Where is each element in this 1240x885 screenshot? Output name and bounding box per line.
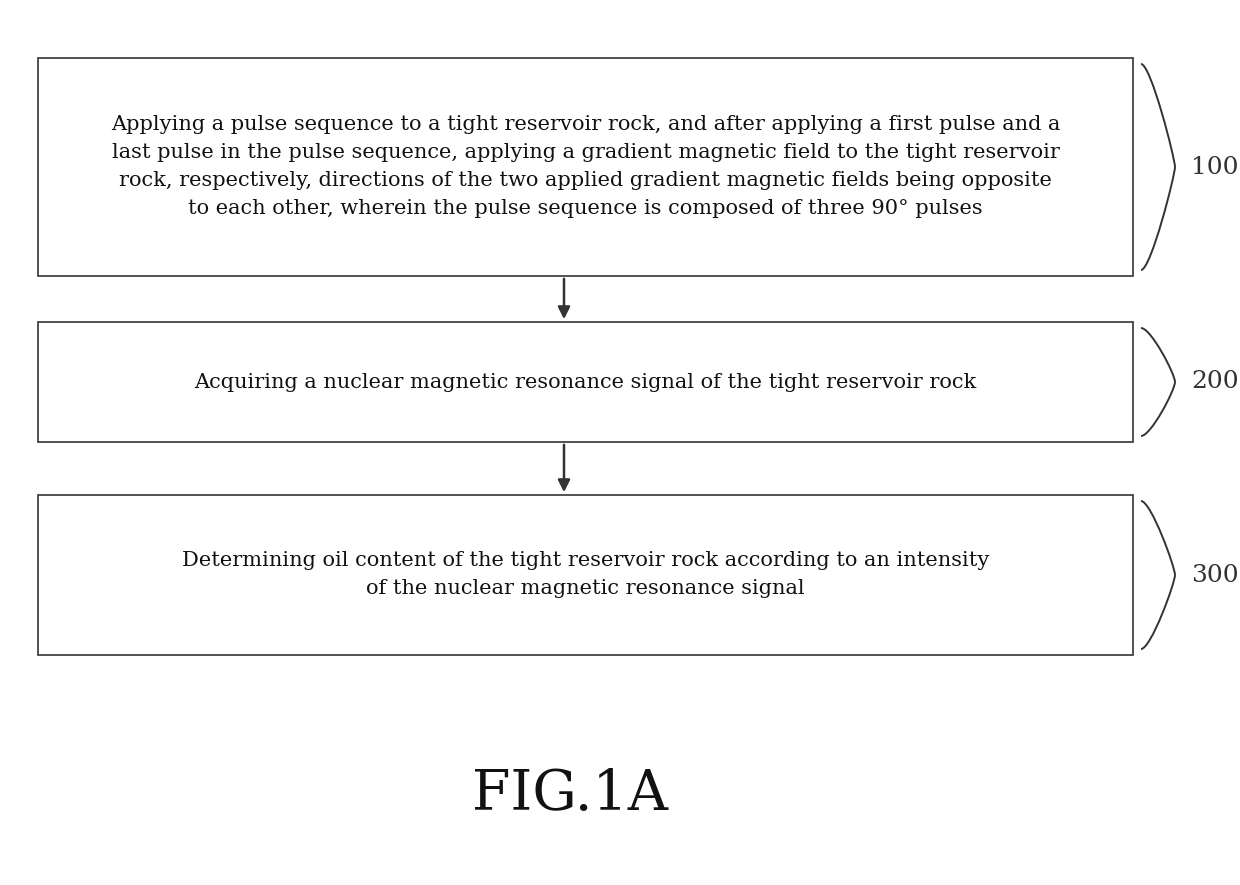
Text: 200: 200 — [1190, 371, 1239, 394]
Text: 100: 100 — [1190, 156, 1239, 179]
Bar — [38, 322, 1133, 442]
Text: Acquiring a nuclear magnetic resonance signal of the tight reservoir rock: Acquiring a nuclear magnetic resonance s… — [195, 373, 977, 391]
Text: 300: 300 — [1190, 564, 1239, 587]
Bar — [38, 58, 1133, 276]
Bar — [38, 495, 1133, 655]
Text: Determining oil content of the tight reservoir rock according to an intensity
of: Determining oil content of the tight res… — [182, 551, 990, 598]
Text: Applying a pulse sequence to a tight reservoir rock, and after applying a first : Applying a pulse sequence to a tight res… — [110, 116, 1060, 219]
Text: FIG.1A: FIG.1A — [472, 767, 668, 822]
